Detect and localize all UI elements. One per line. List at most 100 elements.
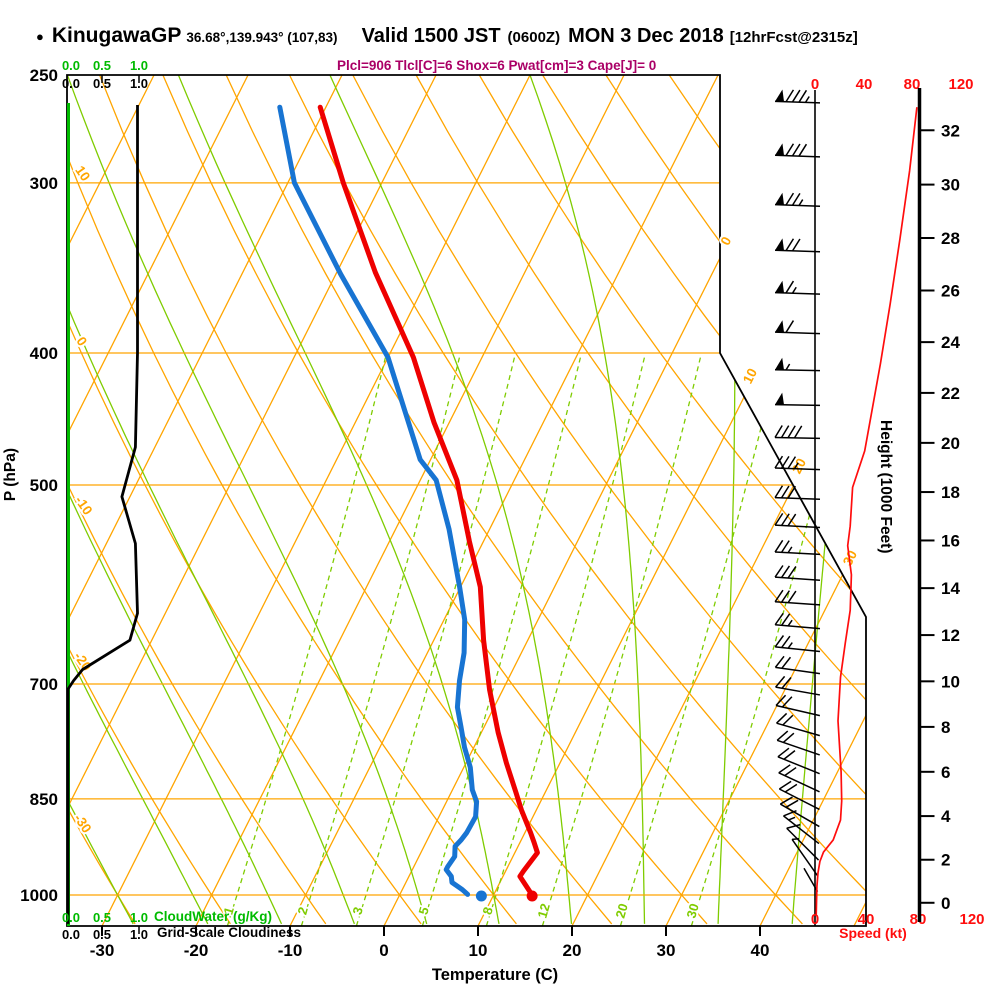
wind-barb [774, 143, 821, 158]
svg-text:5: 5 [415, 905, 431, 916]
wind-barb [775, 675, 821, 696]
svg-text:10: 10 [740, 366, 760, 386]
dry-adiabat-lines [67, 75, 866, 925]
mixing-ratio-lines [226, 355, 851, 926]
wind-barb [786, 823, 820, 861]
svg-text:0: 0 [941, 894, 950, 913]
svg-text:2: 2 [941, 851, 950, 870]
svg-text:3: 3 [349, 905, 365, 916]
svg-text:1.0: 1.0 [130, 76, 148, 91]
svg-text:20: 20 [789, 456, 809, 476]
wind-barb [774, 565, 821, 581]
svg-text:-10: -10 [278, 941, 303, 960]
station-coordinates: 36.68°,139.943° (107,83) [186, 30, 338, 45]
wind-barb [783, 809, 820, 845]
svg-text:40: 40 [856, 76, 873, 93]
mixing-ratio-labels: 1 2 3 5 8 12 20 30 [218, 900, 703, 922]
svg-text:0.5: 0.5 [93, 76, 111, 91]
wind-barb [791, 837, 819, 877]
svg-text:14: 14 [941, 579, 960, 598]
svg-text:0: 0 [73, 334, 90, 349]
svg-text:1.0: 1.0 [130, 910, 148, 925]
valid-date: MON 3 Dec 2018 [568, 25, 724, 47]
svg-text:400: 400 [30, 344, 58, 363]
valid-time-utc: (0600Z) [507, 29, 561, 46]
wind-speed-curve [815, 107, 918, 916]
svg-text:22: 22 [941, 384, 960, 403]
wind-barb [778, 764, 820, 793]
svg-text:1.0: 1.0 [130, 58, 148, 73]
svg-text:0: 0 [811, 911, 819, 928]
surface-temperature-dot [526, 890, 538, 902]
wind-barb [774, 89, 821, 104]
cloud-scale-ticks [101, 75, 140, 934]
svg-text:1.0: 1.0 [130, 927, 148, 942]
svg-text:-30: -30 [71, 811, 94, 836]
svg-text:0: 0 [379, 941, 388, 960]
wind-barbs [774, 89, 821, 892]
svg-text:850: 850 [30, 790, 58, 809]
svg-text:1000: 1000 [20, 886, 58, 905]
svg-text:40: 40 [751, 941, 770, 960]
svg-text:10: 10 [469, 941, 488, 960]
cloudiness-curve [66, 105, 139, 924]
valid-time: Valid 1500 JST [361, 25, 501, 47]
temperature-tick-labels: -30 -20 -10 0 10 20 30 40 [90, 926, 770, 960]
svg-text:250: 250 [30, 66, 58, 85]
svg-text:500: 500 [30, 476, 58, 495]
svg-text:-20: -20 [184, 941, 209, 960]
wind-barb [776, 730, 820, 756]
svg-text:2: 2 [294, 905, 310, 916]
wind-barb [774, 589, 821, 606]
station-name: KinugawaGP [51, 24, 182, 47]
dewpoint-curve [277, 104, 480, 897]
svg-text:18: 18 [941, 483, 960, 502]
svg-text:12: 12 [534, 902, 552, 920]
svg-text:26: 26 [941, 282, 960, 301]
svg-text:16: 16 [941, 531, 960, 550]
svg-text:700: 700 [30, 675, 58, 694]
svg-text:0.5: 0.5 [93, 910, 111, 925]
svg-text:28: 28 [941, 229, 960, 248]
temperature-curve [317, 104, 540, 898]
svg-text:0.5: 0.5 [93, 927, 111, 942]
wind-barb [778, 780, 820, 811]
wind-barb [774, 655, 821, 675]
svg-text:20: 20 [563, 941, 582, 960]
svg-text:0.0: 0.0 [62, 927, 80, 942]
svg-text:40: 40 [858, 911, 875, 928]
svg-text:0.0: 0.0 [62, 58, 80, 73]
svg-text:0: 0 [811, 76, 819, 93]
wind-barb [774, 425, 821, 440]
svg-text:0.0: 0.0 [62, 76, 80, 91]
wind-barb [774, 392, 821, 407]
isotherm-lines [67, 75, 866, 926]
wind-barb [774, 485, 821, 500]
wind-barb [774, 512, 821, 529]
svg-text:120: 120 [959, 911, 984, 928]
svg-text:80: 80 [904, 76, 921, 93]
station-bullet-icon: ● [36, 28, 44, 44]
moist-adiabat-lines [67, 75, 866, 925]
svg-text:0.0: 0.0 [62, 910, 80, 925]
wind-barb [774, 280, 821, 295]
wind-barb [774, 635, 821, 653]
svg-text:10: 10 [941, 672, 960, 691]
svg-text:-30: -30 [90, 941, 115, 960]
svg-text:20: 20 [612, 902, 630, 920]
svg-text:24: 24 [941, 333, 960, 352]
wind-barb [803, 867, 819, 892]
wind-barb [774, 612, 821, 630]
svg-text:6: 6 [941, 763, 950, 782]
svg-text:-10: -10 [72, 493, 95, 518]
speed-axis-labels: 0040408080120120 [811, 76, 985, 928]
wind-barb [774, 357, 821, 372]
wind-barb [776, 712, 821, 737]
wind-barb [774, 238, 821, 253]
cloudwater-scale-labels: 0.0 0.0 0.5 0.5 1.0 1.0 [62, 58, 148, 925]
wind-barb [777, 747, 820, 775]
wind-barb [779, 796, 820, 828]
